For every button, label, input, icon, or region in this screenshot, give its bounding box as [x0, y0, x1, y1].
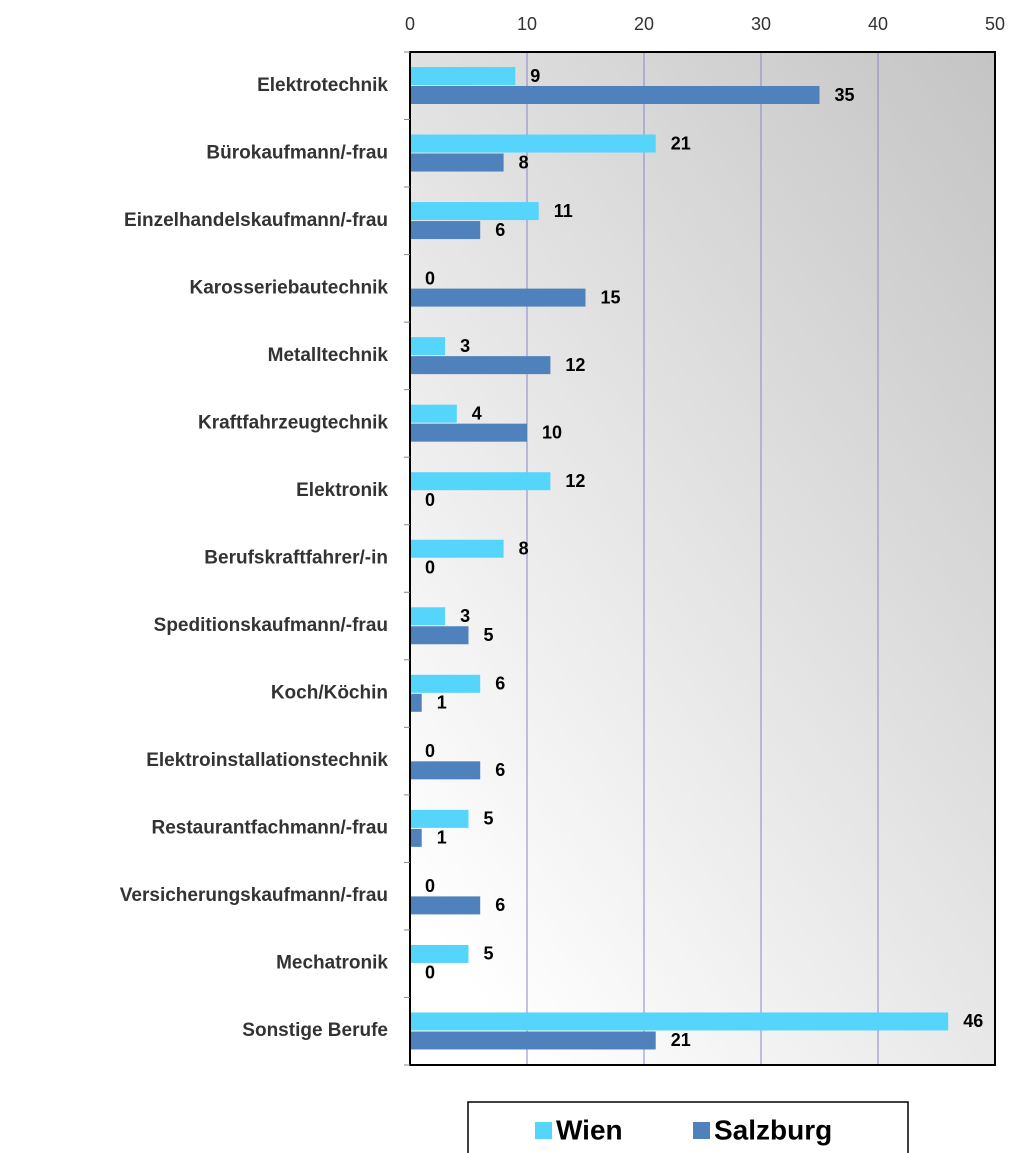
data-label: 8 — [519, 152, 529, 172]
data-label: 11 — [554, 201, 573, 221]
legend-label: Wien — [556, 1114, 623, 1145]
data-label: 0 — [425, 557, 435, 577]
data-label: 6 — [495, 674, 505, 694]
data-label: 1 — [437, 828, 447, 848]
data-label: 6 — [495, 760, 505, 780]
y-tick-label: Metalltechnik — [268, 345, 389, 366]
bar — [410, 288, 586, 307]
data-label: 12 — [565, 355, 585, 375]
y-tick-label: Versicherungskaufmann/-frau — [120, 885, 388, 906]
data-label: 6 — [495, 220, 505, 240]
data-label: 35 — [835, 85, 855, 105]
y-tick-label: Mechatronik — [276, 953, 388, 974]
x-tick-label: 30 — [751, 14, 771, 34]
bar — [410, 809, 469, 828]
data-label: 0 — [425, 876, 435, 896]
bar — [410, 67, 516, 85]
y-tick-label: Kraftfahrzeugtechnik — [198, 412, 388, 433]
bar — [410, 423, 527, 442]
bar — [410, 221, 481, 240]
y-tick-label: Einzelhandelskaufmann/-frau — [124, 210, 388, 231]
bar — [410, 86, 820, 104]
x-tick-label: 50 — [985, 14, 1005, 34]
legend-swatch — [693, 1122, 710, 1139]
bar — [410, 896, 481, 915]
data-label: 21 — [671, 133, 691, 153]
y-tick-label: Berufskraftfahrer/-in — [204, 548, 388, 569]
plot-border — [409, 51, 996, 1066]
y-tick-label: Speditionskaufmann/-frau — [154, 615, 388, 636]
bar — [410, 202, 539, 221]
bar — [410, 337, 446, 356]
y-tick-label: Bürokaufmann/-frau — [206, 142, 388, 163]
y-tick-label: Koch/Köchin — [271, 683, 388, 704]
legend-label: Salzburg — [714, 1114, 832, 1145]
bar — [410, 626, 469, 645]
data-label: 0 — [425, 963, 435, 983]
plot-background — [410, 52, 995, 1065]
data-label: 21 — [671, 1030, 691, 1050]
bar — [410, 674, 481, 693]
bar — [410, 693, 422, 712]
bar — [410, 828, 422, 847]
data-label: 8 — [519, 538, 529, 558]
data-label: 0 — [425, 490, 435, 510]
x-tick-label: 40 — [868, 14, 888, 34]
data-label: 46 — [963, 1011, 983, 1031]
bar — [410, 1012, 949, 1031]
data-label: 6 — [495, 895, 505, 915]
bar — [410, 944, 469, 963]
bar — [410, 153, 504, 172]
bar — [410, 539, 504, 558]
y-tick-label: Karosseriebautechnik — [189, 277, 388, 298]
data-label: 9 — [530, 66, 540, 86]
y-tick-label: Sonstige Berufe — [242, 1020, 388, 1041]
bar — [410, 1031, 656, 1050]
x-tick-label: 20 — [634, 14, 654, 34]
data-label: 5 — [484, 809, 494, 829]
data-label: 0 — [425, 741, 435, 761]
bar — [410, 472, 551, 491]
data-label: 15 — [601, 287, 621, 307]
data-label: 5 — [484, 944, 494, 964]
data-label: 4 — [472, 403, 482, 423]
bar — [410, 761, 481, 780]
data-label: 1 — [437, 693, 447, 713]
legend-swatch — [535, 1122, 552, 1139]
data-label: 12 — [565, 471, 585, 491]
bar — [410, 404, 457, 423]
y-tick-label: Restaurantfachmann/-frau — [152, 818, 389, 839]
data-label: 10 — [542, 422, 562, 442]
data-label: 5 — [484, 625, 494, 645]
y-tick-label: Elektronik — [296, 480, 388, 501]
y-tick-label: Elektroinstallationstechnik — [146, 750, 388, 771]
bar — [410, 134, 656, 153]
bar — [410, 356, 551, 375]
bar — [410, 607, 446, 626]
data-label: 3 — [460, 336, 470, 356]
data-label: 0 — [425, 268, 435, 288]
x-tick-label: 10 — [517, 14, 537, 34]
y-tick-label: Elektrotechnik — [257, 75, 388, 96]
data-label: 3 — [460, 606, 470, 626]
legend-box — [467, 1101, 909, 1153]
x-tick-label: 0 — [405, 14, 415, 34]
